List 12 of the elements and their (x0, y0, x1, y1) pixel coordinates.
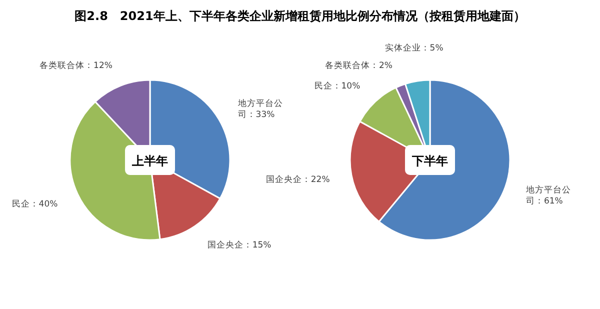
text: 上半年 (131, 154, 168, 168)
slice-label: 民企：10% (314, 80, 360, 92)
chart-title: 图2.8 2021年上、下半年各类企业新增租赁用地比例分布情况（按租赁用地建面） (74, 9, 526, 23)
slice-label: 各类联合体：12% (40, 60, 112, 72)
slice-label: 国企央企：15% (207, 239, 272, 250)
slice-label: 各类联合体：2% (324, 60, 392, 72)
text: 下半年 (411, 154, 448, 168)
slice-label: 民企：40% (12, 198, 58, 210)
slice-label: 实体企业：5% (384, 42, 444, 54)
slice-label: 地方平台公司：33% (236, 98, 283, 120)
slice-label: 国企央企：22% (266, 174, 330, 186)
slice-label: 地方平台公司：61% (524, 184, 571, 207)
